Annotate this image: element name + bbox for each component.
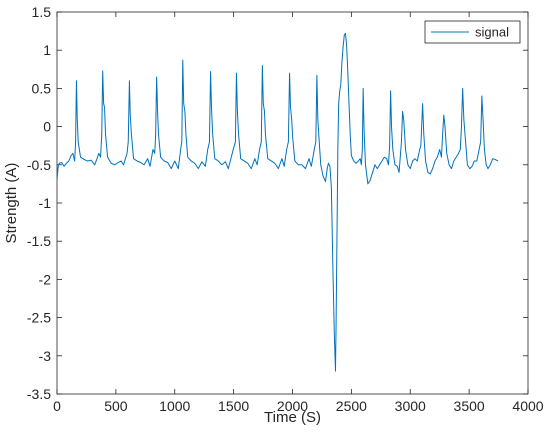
x-tick-label: 2000 xyxy=(277,398,308,414)
x-tick-label: 1000 xyxy=(159,398,190,414)
x-tick-label: 1500 xyxy=(218,398,249,414)
y-tick-label: -0.5 xyxy=(27,157,51,173)
y-tick-label: -3 xyxy=(39,348,52,364)
y-tick-label: -2 xyxy=(39,271,52,287)
y-tick-label: 0 xyxy=(43,119,51,135)
y-tick-label: -2.5 xyxy=(27,310,51,326)
y-tick-label: 1 xyxy=(43,42,51,58)
x-tick-label: 3500 xyxy=(454,398,485,414)
series-line xyxy=(56,32,499,372)
legend-box xyxy=(424,20,521,44)
y-axis-ticks: 1.5 1 0.5 0 -0.5 -1 -1.5 -2 -2.5 -3 -3.5 xyxy=(27,4,528,402)
x-axis-title: Time (S) xyxy=(264,409,321,426)
x-tick-label: 4000 xyxy=(512,398,543,414)
y-tick-label: 0.5 xyxy=(32,80,52,96)
x-axis-ticks: 0 500 1000 1500 2000 2500 3000 3500 4000 xyxy=(53,12,544,414)
x-tick-label: 3000 xyxy=(395,398,426,414)
y-axis-title: Strength (A) xyxy=(3,163,20,244)
y-tick-label: -1 xyxy=(39,195,52,211)
y-tick-label: 1.5 xyxy=(32,4,52,20)
x-tick-label: 2500 xyxy=(336,398,367,414)
x-tick-label: 500 xyxy=(104,398,128,414)
y-tick-label: -1.5 xyxy=(27,233,51,249)
plot-area xyxy=(56,11,529,395)
y-tick-label: -3.5 xyxy=(27,386,51,402)
x-tick-label: 0 xyxy=(53,398,61,414)
legend-label: signal xyxy=(475,25,509,40)
legend: signal xyxy=(424,20,521,44)
